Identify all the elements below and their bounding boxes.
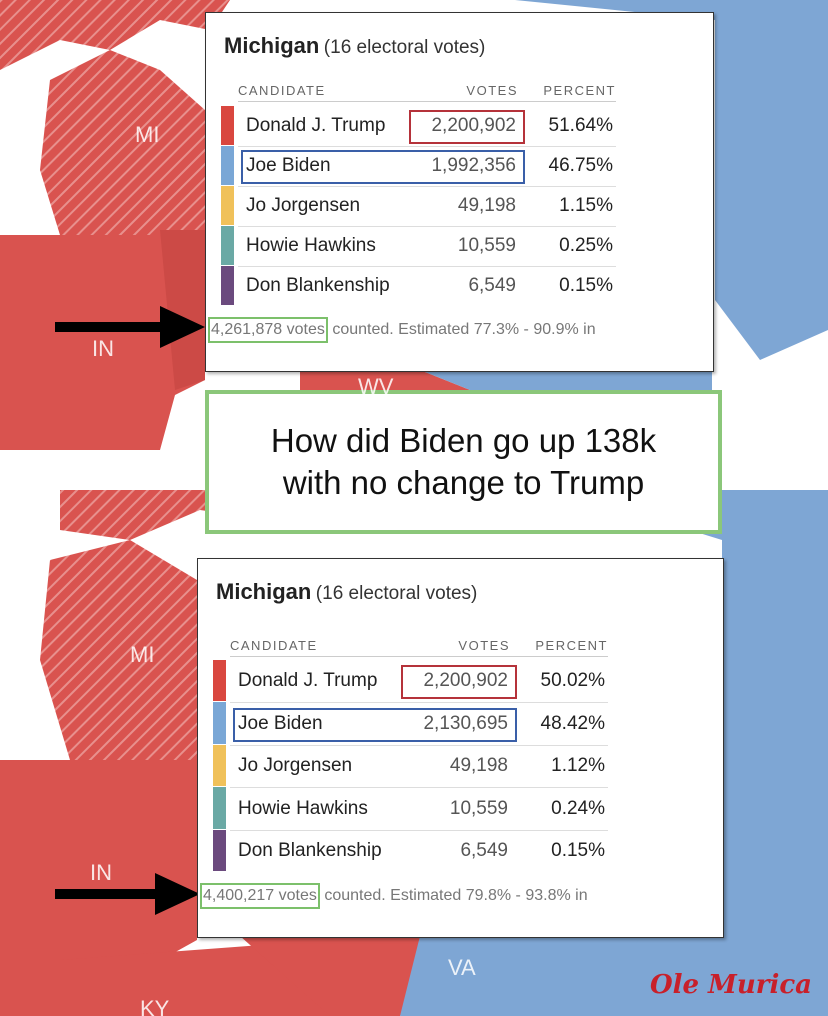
candidate-percent: 1.12%: [551, 755, 605, 776]
map-state-label: WV: [358, 374, 394, 399]
candidate-color-bar: [213, 787, 226, 829]
candidate-color-bar: [221, 226, 234, 265]
results-card: Michigan (16 electoral votes) CANDIDATE VO…: [197, 558, 724, 938]
highlight-box: [401, 665, 517, 699]
candidate-percent: 48.42%: [540, 712, 605, 734]
map-top: [0, 0, 828, 450]
header-divider: [230, 656, 608, 657]
caption-line: How did Biden go up 138k: [270, 422, 657, 459]
column-header: CANDIDATE: [230, 638, 318, 653]
column-header: PERCENT: [543, 83, 616, 98]
column-header: VOTES: [458, 638, 510, 653]
row-divider: [230, 744, 608, 746]
row-divider: [230, 787, 608, 789]
state-name: Michigan: [224, 33, 320, 58]
candidate-percent: 50.02%: [540, 670, 605, 691]
header-divider: [238, 101, 616, 102]
candidate-percent: 0.15%: [559, 275, 613, 296]
candidate-votes: 10,559: [457, 235, 516, 256]
row-divider: [238, 226, 616, 227]
map-state-label: MI: [130, 642, 155, 667]
highlight-box: [409, 110, 525, 144]
candidate-votes: 6,549: [460, 840, 508, 861]
column-header: VOTES: [466, 83, 518, 98]
state-name: Michigan: [216, 579, 312, 604]
candidate-votes: 2,200,902: [423, 670, 508, 691]
map-state-label: IN: [90, 860, 112, 885]
candidate-name: Howie Hawkins: [238, 797, 368, 819]
candidate-name: Don Blankenship: [238, 840, 382, 861]
row-divider: [230, 702, 608, 704]
electoral-votes: (16 electoral votes): [323, 37, 486, 58]
candidate-votes: 2,200,902: [431, 115, 516, 136]
row-divider: [230, 829, 608, 831]
candidate-percent: 51.64%: [548, 115, 613, 136]
row-divider: [238, 186, 616, 187]
candidate-percent: 0.15%: [551, 840, 605, 861]
candidate-votes: 49,198: [457, 195, 516, 216]
candidate-votes: 49,198: [449, 755, 508, 776]
estimate-note: counted. Estimated 77.3% - 90.9% in: [332, 321, 596, 338]
votes-counted-row: 4,400,217 votes counted. Estimated 79.8%…: [200, 883, 588, 909]
candidate-name: Howie Hawkins: [246, 235, 376, 256]
results-title-row: Michigan (16 electoral votes): [216, 579, 477, 605]
candidate-percent: 1.15%: [559, 195, 613, 216]
candidate-color-bar: [221, 146, 234, 185]
candidate-color-bar: [213, 744, 226, 787]
candidate-votes: 6,549: [468, 275, 516, 296]
candidate-color-bar: [213, 659, 226, 702]
candidate-percent: 0.24%: [551, 797, 605, 819]
row-divider: [238, 146, 616, 147]
highlight-box: [233, 707, 517, 742]
candidate-color-bar: [221, 266, 234, 305]
votes-counted-row: 4,261,878 votes counted. Estimated 77.3%…: [208, 317, 596, 343]
candidate-name: Joe Biden: [238, 712, 323, 734]
candidate-votes: 1,992,356: [431, 155, 516, 176]
votes-counted: 4,400,217 votes: [200, 883, 320, 909]
candidate-name: Joe Biden: [246, 155, 331, 176]
votes-counted: 4,261,878 votes: [208, 317, 328, 343]
map-state-label: MI: [135, 122, 160, 147]
map-state-label: VA: [448, 955, 476, 980]
caption-box: How did Biden go up 138k with no change …: [205, 390, 722, 534]
caption-line: with no change to Trump: [282, 464, 645, 501]
arrows: [55, 306, 205, 915]
watermark: Ole Murica: [649, 970, 812, 1000]
candidate-name: Jo Jorgensen: [246, 195, 361, 216]
highlight-box: [241, 150, 525, 184]
results-title-row: Michigan (16 electoral votes): [224, 33, 485, 59]
electoral-votes: (16 electoral votes): [315, 583, 478, 604]
candidate-color-bar: [213, 702, 226, 744]
map-state-label: IN: [92, 336, 114, 361]
candidate-name: Donald J. Trump: [246, 115, 386, 136]
candidate-votes: 2,130,695: [423, 712, 508, 734]
candidate-name: Don Blankenship: [246, 275, 390, 296]
candidate-color-bar: [213, 829, 226, 872]
column-header: PERCENT: [535, 638, 608, 653]
candidate-color-bar: [221, 106, 234, 145]
column-header: CANDIDATE: [238, 83, 326, 98]
candidate-votes: 10,559: [449, 797, 508, 819]
candidate-name: Donald J. Trump: [238, 670, 378, 691]
results-card: Michigan (16 electoral votes) CANDIDATE VO…: [205, 12, 714, 372]
estimate-note: counted. Estimated 79.8% - 93.8% in: [324, 887, 588, 904]
row-divider: [238, 266, 616, 267]
candidate-name: Jo Jorgensen: [238, 755, 353, 776]
map-state-label: KY: [140, 996, 170, 1016]
candidate-percent: 46.75%: [548, 155, 613, 176]
candidate-percent: 0.25%: [559, 235, 613, 256]
candidate-color-bar: [221, 186, 234, 225]
